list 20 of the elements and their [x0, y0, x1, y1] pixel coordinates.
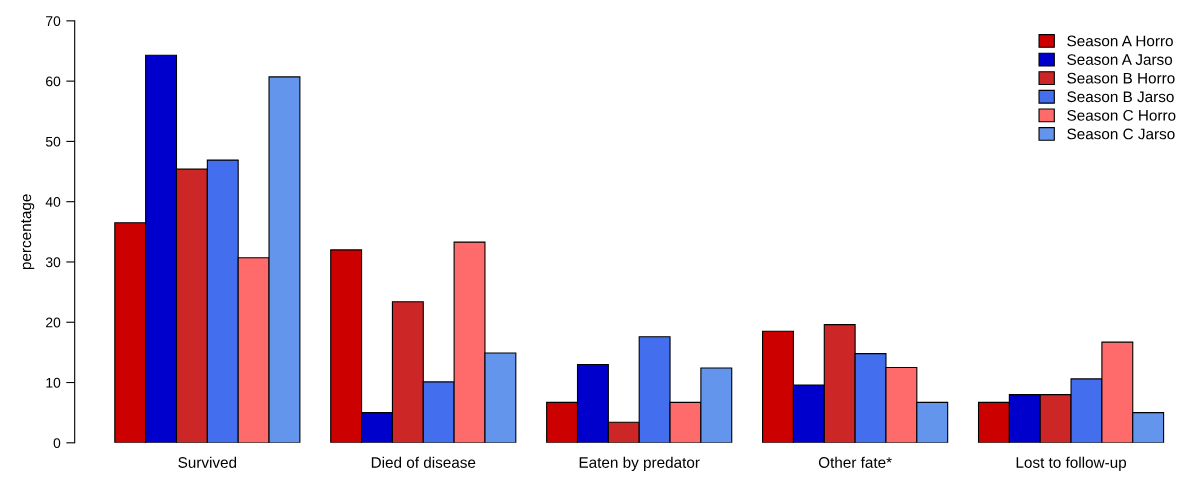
x-tick-label: Died of disease — [371, 456, 476, 468]
legend-label: Season A Jarso — [1067, 54, 1173, 65]
y-tick-label: 30 — [45, 257, 61, 268]
legend-label: Season C Jarso — [1067, 128, 1175, 140]
legend-label: Season B Jarso — [1067, 91, 1174, 103]
x-tick-label: Eaten by predator — [579, 456, 700, 471]
x-tick-label: Survived — [178, 456, 237, 468]
x-tick-label: Other fate* — [818, 456, 892, 468]
y-tick-label: 10 — [46, 377, 61, 388]
y-tick-label: 0 — [53, 438, 61, 448]
y-tick-label: 50 — [45, 136, 61, 147]
y-tick-label: 70 — [46, 16, 61, 27]
legend-label: Season A Horro — [1067, 35, 1173, 47]
legend-label: Season C Horro — [1067, 109, 1176, 121]
y-axis-title: percentage — [21, 194, 35, 270]
y-tick-label: 40 — [45, 197, 61, 207]
x-tick-label: Lost to follow-up — [1016, 456, 1127, 471]
y-tick-label: 60 — [46, 76, 61, 87]
legend-label: Season B Horro — [1067, 72, 1175, 84]
y-tick-label: 20 — [46, 317, 61, 328]
